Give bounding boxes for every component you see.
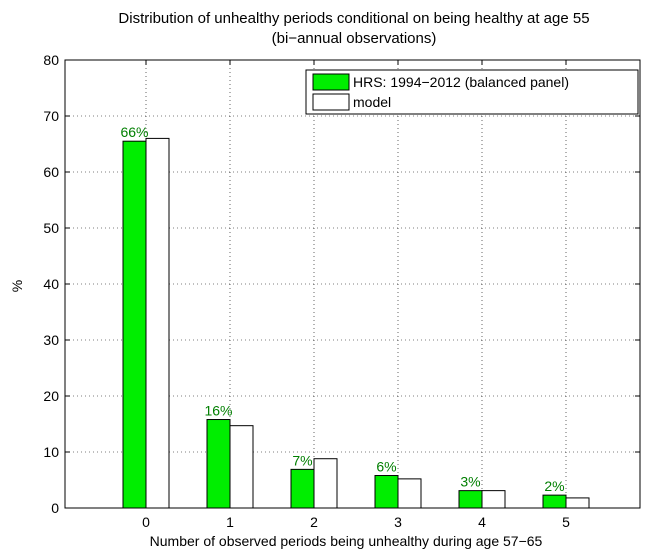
- axis-ticks: 0 10 20 30 40 50 60 70 80 0 1 2 3 4 5: [43, 52, 640, 530]
- chart-subtitle: (bi−annual observations): [272, 30, 437, 47]
- bar-hrs-3: [374, 475, 399, 509]
- y-tick-label: 20: [43, 388, 59, 404]
- bar-hrs-2: [290, 468, 315, 509]
- y-tick-label: 40: [43, 276, 59, 292]
- y-axis-label: %: [9, 280, 25, 292]
- data-label-4: 3%: [460, 474, 480, 490]
- bar-hrs-1: [206, 419, 231, 509]
- legend-swatch-hrs: [312, 73, 350, 91]
- bar-hrs-4: [458, 490, 483, 509]
- x-tick-label: 3: [394, 514, 402, 530]
- data-labels: 66% 16% 7% 6% 3% 2%: [120, 124, 564, 494]
- y-tick-label: 80: [43, 52, 59, 68]
- data-label-1: 16%: [204, 403, 232, 419]
- legend-swatch-model: [312, 93, 350, 111]
- x-tick-label: 2: [310, 514, 318, 530]
- chart-title: Distribution of unhealthy periods condit…: [118, 10, 589, 27]
- legend: HRS: 1994−2012 (balanced panel) model: [305, 69, 639, 115]
- bar-model-1: [229, 425, 254, 509]
- x-tick-label: 1: [226, 514, 234, 530]
- legend-label-hrs: HRS: 1994−2012 (balanced panel): [353, 74, 569, 90]
- data-label-0: 66%: [120, 124, 148, 140]
- data-label-5: 2%: [544, 478, 564, 494]
- x-axis-label: Number of observed periods being unhealt…: [150, 533, 543, 549]
- y-tick-label: 70: [43, 108, 59, 124]
- bar-model-3: [397, 478, 422, 509]
- legend-label-model: model: [353, 94, 391, 110]
- bar-hrs-5: [542, 494, 567, 509]
- bar-model-0: [145, 137, 170, 509]
- data-label-3: 6%: [376, 459, 396, 475]
- bar-model-4: [481, 490, 506, 509]
- y-tick-label: 0: [51, 500, 59, 516]
- y-tick-label: 30: [43, 332, 59, 348]
- y-tick-label: 60: [43, 164, 59, 180]
- x-tick-label: 4: [478, 514, 486, 530]
- bars: [122, 137, 590, 509]
- bar-model-5: [565, 497, 590, 509]
- bar-hrs-0: [122, 140, 147, 509]
- data-label-2: 7%: [292, 452, 312, 468]
- bar-model-2: [313, 458, 338, 509]
- y-tick-label: 10: [43, 444, 59, 460]
- y-tick-label: 50: [43, 220, 59, 236]
- x-tick-label: 0: [142, 514, 150, 530]
- x-tick-label: 5: [562, 514, 570, 530]
- legend-box: [305, 69, 639, 115]
